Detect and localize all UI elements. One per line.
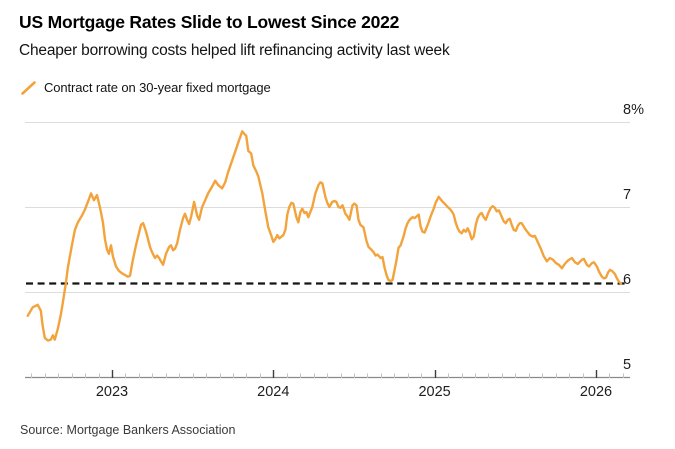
legend-line-marker-icon: [21, 81, 36, 95]
x-axis-label: 2023: [95, 384, 129, 400]
source-note: Source: Mortgage Bankers Association: [20, 423, 236, 437]
page-title: US Mortgage Rates Slide to Lowest Since …: [19, 12, 400, 32]
y-axis-label: 6: [623, 272, 632, 288]
x-axis-label: 2025: [418, 384, 451, 400]
legend-label: Contract rate on 30-year fixed mortgage: [44, 80, 271, 95]
x-axis-label: 2024: [257, 384, 290, 400]
y-axis-label: 8%: [623, 102, 644, 118]
y-axis-label: 7: [623, 187, 632, 203]
y-axis-label: 5: [623, 357, 632, 373]
series-line: [26, 130, 623, 342]
x-axis-label: 2026: [579, 384, 613, 400]
chart-subtitle: Cheaper borrowing costs helped lift refi…: [19, 42, 450, 59]
